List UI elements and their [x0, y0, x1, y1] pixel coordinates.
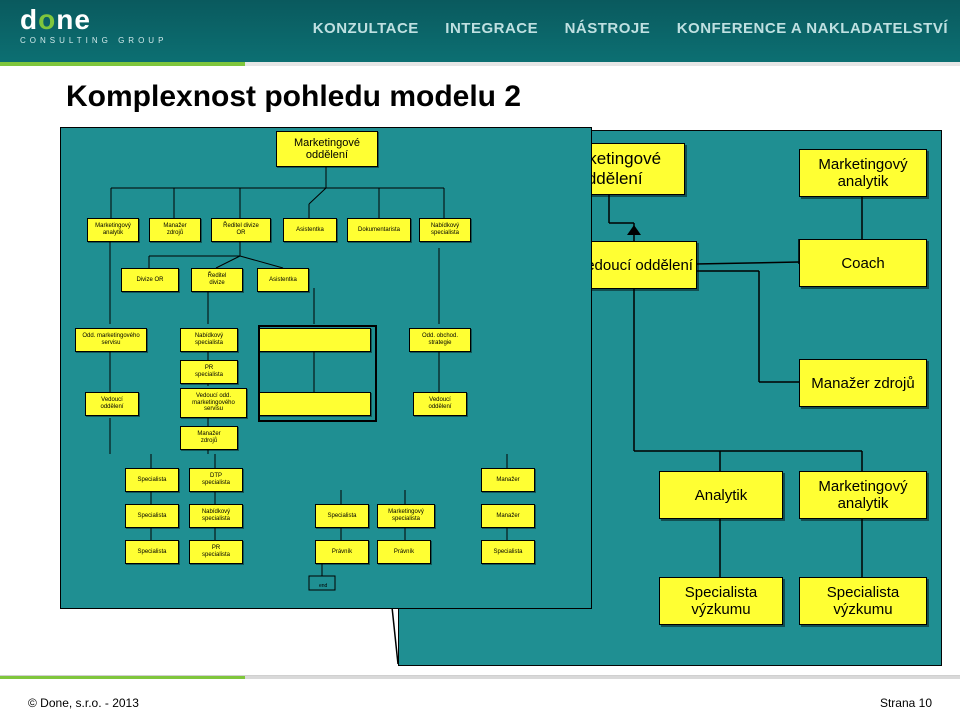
org-box-r1e: Dokumentarista [347, 218, 411, 242]
org-box-r8a: Specialista [125, 504, 179, 528]
org-box-r8c: Specialista [315, 504, 369, 528]
org-box-r1d: Asistentka [283, 218, 337, 242]
mini-highlight-rect [258, 325, 377, 422]
org-box-r7d: Manažer [481, 468, 535, 492]
brand-subtitle: CONSULTING GROUP [20, 36, 167, 45]
footer: © Done, s.r.o. - 2013 Strana 10 [0, 675, 960, 720]
org-box-r8b: Nabídkový specialista [189, 504, 243, 528]
zoom-box-z_m_analytik: Marketingový analytik [799, 149, 927, 197]
org-box-r1a: Marketingový analytik [87, 218, 139, 242]
zoom-box-z_sv2: Specialista výzkumu [799, 577, 927, 625]
brand-o: o [38, 4, 56, 35]
brand: done [20, 6, 167, 34]
nav-item[interactable]: KONZULTACE [313, 20, 419, 37]
page-body: Komplexnost pohledu modelu 2 Marketingov… [0, 62, 960, 676]
org-box-r4a: PR specialista [180, 360, 238, 384]
page-title: Komplexnost pohledu modelu 2 [66, 80, 521, 114]
org-box-r5a: Vedoucí oddělení [85, 392, 139, 416]
logo: done CONSULTING GROUP [20, 6, 167, 45]
org-box-r2c: Asistentka [257, 268, 309, 292]
nav-item[interactable]: KONFERENCE A NAKLADATELSTVÍ [677, 20, 948, 37]
footer-accent [0, 676, 960, 679]
org-box-r3a: Odd. marketingového servisu [75, 328, 147, 352]
zoom-box-z_sv1: Specialista výzkumu [659, 577, 783, 625]
org-box-mk_odd: Marketingové oddělení [276, 131, 378, 167]
org-box-r7a: Specialista [125, 468, 179, 492]
zoom-box-z_analytik: Analytik [659, 471, 783, 519]
zoom-box-z_m_analytik2: Marketingový analytik [799, 471, 927, 519]
org-box-r2b: Ředitel divize [191, 268, 243, 292]
footer-copyright: © Done, s.r.o. - 2013 [28, 696, 139, 710]
org-box-r8e: Manažer [481, 504, 535, 528]
org-box-r3b: Nabídkový specialista [180, 328, 238, 352]
end-label: end [319, 583, 327, 589]
org-box-r5d: Vedoucí oddělení [413, 392, 467, 416]
org-box-r9a: Specialista [125, 540, 179, 564]
org-box-r2a: Divize OR [121, 268, 179, 292]
org-box-r1f: Nabídkový specialista [419, 218, 471, 242]
nav-item[interactable]: NÁSTROJE [565, 20, 651, 37]
org-box-r1c: Ředitel divize OR [211, 218, 271, 242]
nav: KONZULTACE INTEGRACE NÁSTROJE KONFERENCE… [291, 20, 948, 38]
brand-d: d [20, 4, 38, 35]
topbar: done CONSULTING GROUP KONZULTACE INTEGRA… [0, 0, 960, 62]
org-box-r8d: Marketingový specialista [377, 504, 435, 528]
org-box-r6a: Manažer zdrojů [180, 426, 238, 450]
org-box-r9e: Specialista [481, 540, 535, 564]
org-box-r9d: Právník [377, 540, 431, 564]
org-box-r9b: PR specialista [189, 540, 243, 564]
org-box-r9c: Právník [315, 540, 369, 564]
zoom-box-z_mz: Manažer zdrojů [799, 359, 927, 407]
nav-item[interactable]: INTEGRACE [445, 20, 538, 37]
org-box-r1b: Manažer zdrojů [149, 218, 201, 242]
org-box-r3c: Odd. obchod. strategie [409, 328, 471, 352]
mini-diagram-panel: Marketingové oddělení Marketingový analyt… [60, 127, 592, 609]
footer-page-number: Strana 10 [880, 696, 932, 710]
brand-rest: ne [56, 4, 91, 35]
org-box-r7b: DTP specialista [189, 468, 243, 492]
zoom-box-z_coach: Coach [799, 239, 927, 287]
org-box-r5b: Vedoucí odd. marketingového servisu [180, 388, 247, 418]
